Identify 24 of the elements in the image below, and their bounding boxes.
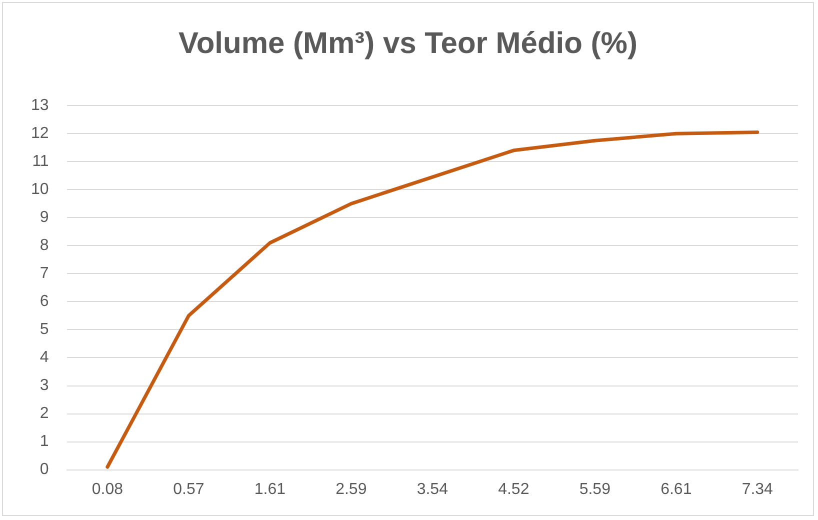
y-tick-label: 12 bbox=[31, 125, 49, 142]
x-tick-label: 0.08 bbox=[92, 480, 124, 498]
x-tick-label: 2.59 bbox=[336, 480, 367, 498]
y-tick-label: 13 bbox=[31, 97, 49, 114]
y-tick-label: 10 bbox=[31, 181, 49, 198]
y-tick-label: 5 bbox=[40, 321, 49, 338]
x-tick-label: 6.61 bbox=[660, 480, 692, 498]
y-tick-label: 4 bbox=[40, 349, 49, 366]
y-tick-label: 6 bbox=[40, 293, 49, 310]
x-tick-label: 4.52 bbox=[498, 480, 530, 498]
x-tick-label: 3.54 bbox=[416, 480, 448, 498]
x-tick-label: 5.59 bbox=[579, 480, 611, 498]
y-tick-label: 3 bbox=[40, 377, 49, 394]
x-tick-label: 1.61 bbox=[254, 480, 286, 498]
y-tick-label: 1 bbox=[40, 433, 49, 450]
y-tick-label: 0 bbox=[40, 461, 49, 478]
y-tick-label: 2 bbox=[40, 405, 49, 422]
y-tick-label: 7 bbox=[40, 265, 49, 282]
y-tick-label: 11 bbox=[32, 153, 49, 170]
y-tick-label: 8 bbox=[40, 237, 49, 254]
x-tick-label: 7.34 bbox=[742, 480, 774, 498]
y-tick-label: 9 bbox=[40, 209, 49, 226]
chart-title: Volume (Mm³) vs Teor Médio (%) bbox=[178, 27, 638, 61]
x-tick-label: 0.57 bbox=[173, 480, 204, 498]
